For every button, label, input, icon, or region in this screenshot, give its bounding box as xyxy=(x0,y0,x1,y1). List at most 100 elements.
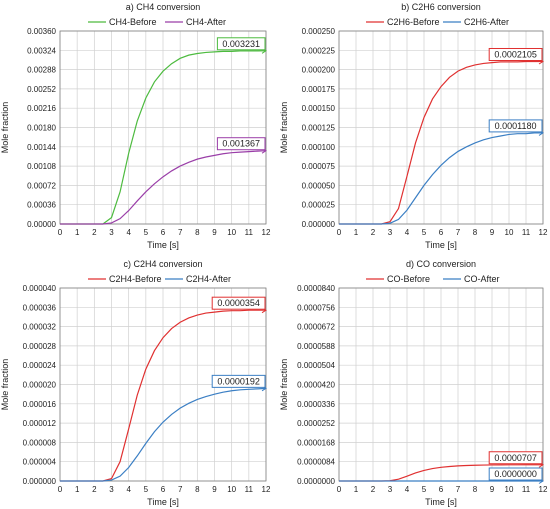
y-tick-label: 0.000000 xyxy=(23,477,57,486)
y-tick-label: 0.000036 xyxy=(23,303,57,312)
y-tick-label: 0.000020 xyxy=(23,381,57,390)
y-tick-label: 0.000100 xyxy=(302,143,336,152)
chart-title: a) CH4 conversion xyxy=(126,2,201,12)
legend-label: C2H6-Before xyxy=(387,17,440,27)
y-tick-label: 0.00000 xyxy=(27,220,56,229)
x-tick-label: 2 xyxy=(92,228,97,237)
x-tick-label: 0 xyxy=(58,485,63,494)
legend-label: C2H4-After xyxy=(186,274,231,284)
chart-panel-2: c) C2H4 conversion 0.000000 0.000004 0.0000… xyxy=(0,259,271,507)
end-value-box xyxy=(211,374,266,388)
end-value-box xyxy=(488,451,543,465)
end-value-box xyxy=(488,119,543,133)
y-tick-label: 0.000075 xyxy=(302,162,336,171)
x-tick-label: 9 xyxy=(490,228,495,237)
y-tick-label: 0.000028 xyxy=(23,342,57,351)
end-value-label: 0.0001180 xyxy=(495,121,537,131)
y-tick-label: 0.000150 xyxy=(302,104,336,113)
y-tick-label: 0.0000672 xyxy=(297,323,335,332)
x-tick-label: 0 xyxy=(58,228,63,237)
legend-label: C2H6-After xyxy=(464,17,509,27)
y-tick-label: 0.0000756 xyxy=(297,303,335,312)
end-value-label: 0.003231 xyxy=(222,39,260,49)
y-tick-label: 0.00144 xyxy=(27,143,56,152)
y-tick-label: 0.000025 xyxy=(302,201,336,210)
legend-label: C2H4-Before xyxy=(109,274,162,284)
x-tick-label: 11 xyxy=(245,485,254,494)
legend-label: CH4-Before xyxy=(109,17,157,27)
x-tick-label: 6 xyxy=(161,228,166,237)
end-value-label: 0.0000000 xyxy=(494,469,537,479)
x-tick-label: 12 xyxy=(262,228,271,237)
x-tick-label: 4 xyxy=(126,485,131,494)
x-tick-label: 3 xyxy=(388,228,393,237)
series-line-1 xyxy=(339,132,543,225)
x-tick-label: 5 xyxy=(422,485,427,494)
x-tick-label: 6 xyxy=(161,485,166,494)
y-tick-label: 0.000016 xyxy=(23,400,57,409)
x-tick-label: 10 xyxy=(227,485,236,494)
x-tick-label: 10 xyxy=(505,485,514,494)
x-axis-label: Time [s] xyxy=(425,497,457,507)
x-tick-label: 11 xyxy=(522,485,531,494)
y-tick-label: 0.00180 xyxy=(27,124,56,133)
x-tick-label: 5 xyxy=(144,485,149,494)
x-tick-label: 8 xyxy=(195,485,200,494)
y-tick-label: 0.000250 xyxy=(302,27,336,36)
y-tick-label: 0.000225 xyxy=(302,46,336,55)
chart-title: b) C2H6 conversion xyxy=(401,2,481,12)
x-tick-label: 7 xyxy=(178,228,183,237)
x-tick-label: 9 xyxy=(212,485,217,494)
end-value-box xyxy=(488,47,543,61)
y-tick-label: 0.0000336 xyxy=(297,400,335,409)
chart-title: c) C2H4 conversion xyxy=(123,259,202,269)
y-tick-label: 0.0000504 xyxy=(297,361,335,370)
legend-label: CH4-After xyxy=(186,17,226,27)
chart-title: d) CO conversion xyxy=(406,259,476,269)
x-tick-label: 12 xyxy=(539,485,548,494)
x-tick-label: 2 xyxy=(371,485,376,494)
plot-frame xyxy=(59,287,267,482)
x-axis-label: Time [s] xyxy=(425,240,457,250)
series-line-1 xyxy=(60,387,267,482)
x-tick-label: 11 xyxy=(522,228,531,237)
x-tick-label: 1 xyxy=(354,228,359,237)
x-axis-label: Time [s] xyxy=(147,497,179,507)
end-value-box xyxy=(488,467,543,481)
chart-panel-0: a) CH4 conversion 0.00000 0.00036 0.00072 0.… xyxy=(0,2,271,250)
x-tick-label: 7 xyxy=(178,485,183,494)
x-tick-label: 2 xyxy=(371,228,376,237)
y-tick-label: 0.000200 xyxy=(302,66,336,75)
end-value-label: 0.0000707 xyxy=(494,453,537,463)
x-tick-label: 10 xyxy=(227,228,236,237)
x-tick-label: 3 xyxy=(388,485,393,494)
x-tick-label: 10 xyxy=(505,228,514,237)
legend-label: CO-Before xyxy=(387,274,430,284)
chart-panel-3: d) CO conversion 0.0000000 0.0000084 0.0000… xyxy=(279,259,548,507)
y-tick-label: 0.00108 xyxy=(27,162,56,171)
chart-panel-1: b) C2H6 conversion 0.000000 0.000025 0.0000… xyxy=(279,2,548,250)
x-tick-label: 8 xyxy=(473,485,478,494)
y-axis-label: Mole fraction xyxy=(0,102,10,154)
series-line-1 xyxy=(60,150,267,225)
y-tick-label: 0.00324 xyxy=(27,46,56,55)
x-tick-label: 8 xyxy=(195,228,200,237)
x-tick-label: 9 xyxy=(490,485,495,494)
x-tick-label: 3 xyxy=(109,228,114,237)
x-tick-label: 8 xyxy=(473,228,478,237)
x-tick-label: 4 xyxy=(405,228,410,237)
x-tick-label: 3 xyxy=(109,485,114,494)
x-tick-label: 9 xyxy=(212,228,217,237)
x-tick-label: 4 xyxy=(126,228,131,237)
y-tick-label: 0.000050 xyxy=(302,181,336,190)
x-tick-label: 2 xyxy=(92,485,97,494)
y-tick-label: 0.00216 xyxy=(27,104,56,113)
x-tick-label: 7 xyxy=(456,485,461,494)
x-tick-label: 6 xyxy=(439,485,444,494)
plot-frame xyxy=(338,30,544,225)
y-tick-label: 0.000012 xyxy=(23,419,57,428)
x-tick-label: 4 xyxy=(405,485,410,494)
y-tick-label: 0.000008 xyxy=(23,438,57,447)
x-tick-label: 0 xyxy=(337,485,342,494)
y-tick-label: 0.00036 xyxy=(27,201,56,210)
